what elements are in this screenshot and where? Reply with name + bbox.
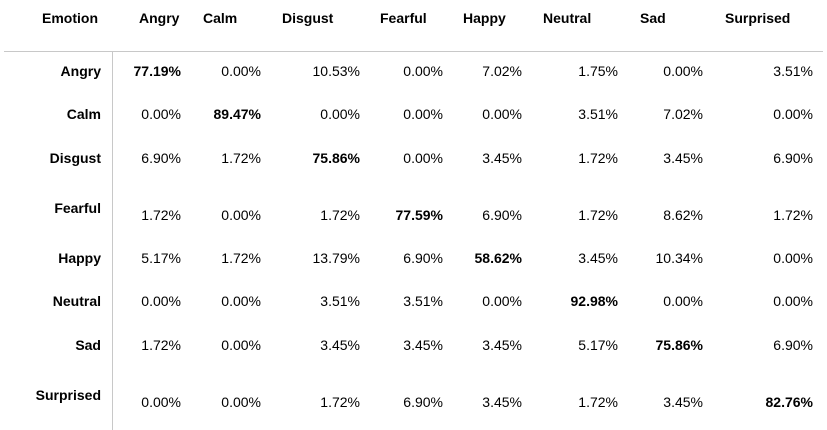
table-cell: 3.45% bbox=[403, 337, 443, 353]
table-cell: 6.90% bbox=[403, 250, 443, 266]
table-cell: 1.72% bbox=[141, 337, 181, 353]
table-cell: 7.02% bbox=[663, 106, 703, 122]
table-cell: 77.59% bbox=[395, 207, 443, 223]
table-cell: 0.00% bbox=[482, 106, 522, 122]
table-cell: 3.45% bbox=[482, 150, 522, 166]
table-cell: 3.45% bbox=[663, 150, 703, 166]
row-label: Sad bbox=[75, 337, 101, 353]
column-header: Disgust bbox=[282, 10, 334, 26]
table-cell: 3.45% bbox=[482, 337, 522, 353]
table-cell: 3.51% bbox=[578, 106, 618, 122]
table-cell: 5.17% bbox=[578, 337, 618, 353]
table-cell: 10.53% bbox=[312, 63, 360, 79]
table-cell: 3.45% bbox=[663, 394, 703, 410]
table-cell: 77.19% bbox=[133, 63, 181, 79]
table-cell: 0.00% bbox=[663, 63, 703, 79]
table-cell: 0.00% bbox=[141, 106, 181, 122]
table-cell: 89.47% bbox=[213, 106, 261, 122]
table-cell: 7.02% bbox=[482, 63, 522, 79]
table-cell: 0.00% bbox=[141, 394, 181, 410]
table-cell: 58.62% bbox=[474, 250, 522, 266]
table-cell: 0.00% bbox=[403, 150, 443, 166]
table-cell: 75.86% bbox=[655, 337, 703, 353]
table-cell: 75.86% bbox=[312, 150, 360, 166]
table-cell: 6.90% bbox=[773, 337, 813, 353]
table-cell: 1.72% bbox=[578, 150, 618, 166]
row-label: Disgust bbox=[49, 150, 101, 166]
row-label: Angry bbox=[60, 63, 101, 79]
table-cell: 82.76% bbox=[765, 394, 813, 410]
header-divider bbox=[4, 51, 823, 52]
table-cell: 0.00% bbox=[221, 207, 261, 223]
table-cell: 6.90% bbox=[403, 394, 443, 410]
table-cell: 10.34% bbox=[655, 250, 703, 266]
column-header: Calm bbox=[203, 10, 238, 26]
table-cell: 92.98% bbox=[570, 293, 618, 309]
column-header: Surprised bbox=[725, 10, 791, 26]
table-cell: 0.00% bbox=[773, 293, 813, 309]
table-cell: 6.90% bbox=[141, 150, 181, 166]
table-cell: 8.62% bbox=[663, 207, 703, 223]
table-cell: 1.72% bbox=[773, 207, 813, 223]
table-cell: 0.00% bbox=[403, 106, 443, 122]
table-cell: 1.72% bbox=[578, 394, 618, 410]
row-label: Happy bbox=[58, 250, 101, 266]
table-cell: 6.90% bbox=[482, 207, 522, 223]
table-cell: 3.45% bbox=[482, 394, 522, 410]
table-cell: 3.51% bbox=[773, 63, 813, 79]
table-cell: 0.00% bbox=[221, 337, 261, 353]
table-cell: 1.72% bbox=[221, 250, 261, 266]
table-cell: 0.00% bbox=[221, 394, 261, 410]
table-cell: 1.72% bbox=[221, 150, 261, 166]
table-cell: 0.00% bbox=[482, 293, 522, 309]
table-cell: 3.51% bbox=[403, 293, 443, 309]
column-header: Sad bbox=[640, 10, 666, 26]
row-label: Neutral bbox=[52, 293, 101, 309]
table-cell: 3.45% bbox=[578, 250, 618, 266]
table-cell: 0.00% bbox=[663, 293, 703, 309]
table-cell: 0.00% bbox=[221, 63, 261, 79]
table-cell: 3.51% bbox=[320, 293, 360, 309]
table-cell: 0.00% bbox=[773, 106, 813, 122]
row-label: Surprised bbox=[35, 387, 101, 403]
row-label: Calm bbox=[66, 106, 101, 122]
table-cell: 1.72% bbox=[320, 207, 360, 223]
row-label: Fearful bbox=[54, 200, 101, 216]
table-cell: 0.00% bbox=[773, 250, 813, 266]
table-cell: 1.72% bbox=[578, 207, 618, 223]
table-cell: 0.00% bbox=[403, 63, 443, 79]
row-label-divider bbox=[112, 51, 113, 430]
table-cell: 6.90% bbox=[773, 150, 813, 166]
table-cell: 1.72% bbox=[141, 207, 181, 223]
column-header: Happy bbox=[463, 10, 506, 26]
table-cell: 3.45% bbox=[320, 337, 360, 353]
table-cell: 0.00% bbox=[221, 293, 261, 309]
table-cell: 5.17% bbox=[141, 250, 181, 266]
table-cell: 0.00% bbox=[141, 293, 181, 309]
corner-header: Emotion bbox=[42, 10, 98, 26]
table-cell: 0.00% bbox=[320, 106, 360, 122]
table-cell: 1.72% bbox=[320, 394, 360, 410]
table-cell: 13.79% bbox=[312, 250, 360, 266]
column-header: Angry bbox=[139, 10, 180, 26]
table-cell: 1.75% bbox=[578, 63, 618, 79]
column-header: Neutral bbox=[543, 10, 592, 26]
column-header: Fearful bbox=[380, 10, 427, 26]
